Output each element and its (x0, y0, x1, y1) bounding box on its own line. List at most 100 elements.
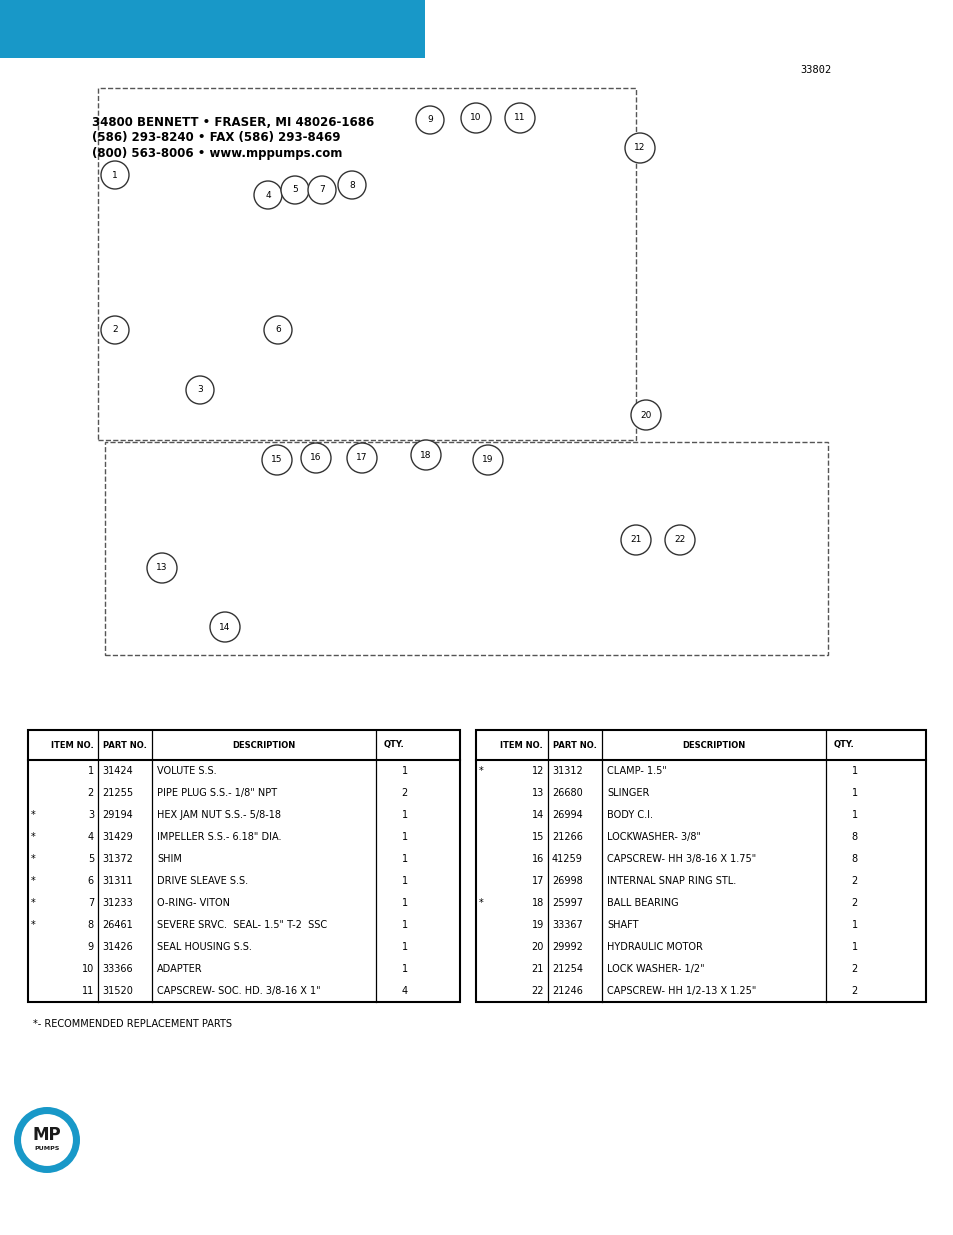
Text: 6: 6 (88, 876, 94, 885)
Text: BODY C.I.: BODY C.I. (606, 810, 652, 820)
Circle shape (411, 440, 440, 471)
Text: 8: 8 (851, 853, 857, 864)
Text: 1: 1 (851, 766, 857, 776)
Text: 3: 3 (197, 385, 203, 394)
Text: 5: 5 (292, 185, 297, 194)
Circle shape (416, 106, 443, 135)
Text: 1: 1 (401, 810, 408, 820)
Text: 1: 1 (88, 766, 94, 776)
Text: 1: 1 (112, 170, 118, 179)
Text: 1: 1 (851, 942, 857, 952)
Text: 15: 15 (271, 456, 282, 464)
Text: 21: 21 (630, 536, 641, 545)
Bar (98, 88, 636, 440)
Text: 15: 15 (531, 832, 543, 842)
Text: 3: 3 (88, 810, 94, 820)
Text: SEVERE SRVC.  SEAL- 1.5" T-2  SSC: SEVERE SRVC. SEAL- 1.5" T-2 SSC (157, 920, 327, 930)
Bar (476, 730, 925, 1002)
Text: 7: 7 (88, 898, 94, 908)
Text: 9: 9 (88, 942, 94, 952)
Text: *: * (30, 920, 35, 930)
Circle shape (186, 375, 213, 404)
Text: SHIM: SHIM (157, 853, 182, 864)
Text: DRIVE SLEAVE S.S.: DRIVE SLEAVE S.S. (157, 876, 248, 885)
Text: 8: 8 (88, 920, 94, 930)
Text: 17: 17 (355, 453, 367, 462)
Text: INTERNAL SNAP RING STL.: INTERNAL SNAP RING STL. (606, 876, 736, 885)
Text: PART NO.: PART NO. (103, 741, 147, 750)
Text: CLAMP- 1.5": CLAMP- 1.5" (606, 766, 666, 776)
Text: 1: 1 (401, 876, 408, 885)
Text: 2: 2 (851, 986, 857, 995)
Text: 1: 1 (401, 832, 408, 842)
Text: 13: 13 (156, 563, 168, 573)
Text: DESCRIPTION: DESCRIPTION (233, 741, 295, 750)
Text: CAPSCREW- SOC. HD. 3/8-16 X 1": CAPSCREW- SOC. HD. 3/8-16 X 1" (157, 986, 320, 995)
Text: 41259: 41259 (552, 853, 582, 864)
Text: 26680: 26680 (552, 788, 582, 798)
Text: HEX JAM NUT S.S.- 5/8-18: HEX JAM NUT S.S.- 5/8-18 (157, 810, 281, 820)
Text: 10: 10 (82, 965, 94, 974)
Text: ITEM NO.: ITEM NO. (51, 741, 93, 750)
Text: 31429: 31429 (102, 832, 132, 842)
Text: 16: 16 (310, 453, 321, 462)
Text: 1: 1 (401, 766, 408, 776)
Text: 2: 2 (851, 876, 857, 885)
Circle shape (210, 613, 240, 642)
Text: QTY.: QTY. (383, 741, 404, 750)
Text: SHAFT: SHAFT (606, 920, 638, 930)
Text: 8: 8 (349, 180, 355, 189)
Text: 31233: 31233 (102, 898, 132, 908)
Bar (28, 730, 459, 1002)
Text: LOCK WASHER- 1/2": LOCK WASHER- 1/2" (606, 965, 704, 974)
Text: 6: 6 (274, 326, 280, 335)
Text: BALL BEARING: BALL BEARING (606, 898, 678, 908)
Circle shape (147, 553, 177, 583)
Text: (586) 293-8240 • FAX (586) 293-8469: (586) 293-8240 • FAX (586) 293-8469 (91, 131, 340, 144)
Circle shape (664, 525, 695, 555)
Circle shape (101, 316, 129, 345)
Text: 2: 2 (851, 898, 857, 908)
Circle shape (262, 445, 292, 475)
Circle shape (301, 443, 331, 473)
Text: 10: 10 (470, 114, 481, 122)
Text: VOLUTE S.S.: VOLUTE S.S. (157, 766, 216, 776)
Circle shape (504, 103, 535, 133)
Text: *: * (30, 832, 35, 842)
Text: 1: 1 (851, 810, 857, 820)
Text: 2: 2 (88, 788, 94, 798)
Text: *: * (478, 898, 483, 908)
Text: 2: 2 (401, 788, 408, 798)
Text: 14: 14 (531, 810, 543, 820)
Text: 4: 4 (401, 986, 408, 995)
Text: 31520: 31520 (102, 986, 132, 995)
Text: *: * (30, 810, 35, 820)
Circle shape (20, 1113, 74, 1167)
Text: 21255: 21255 (102, 788, 133, 798)
Text: 7: 7 (319, 185, 325, 194)
Text: LOCKWASHER- 3/8": LOCKWASHER- 3/8" (606, 832, 700, 842)
Text: 16: 16 (531, 853, 543, 864)
Text: *: * (30, 876, 35, 885)
Text: 12: 12 (634, 143, 645, 152)
Circle shape (347, 443, 376, 473)
Circle shape (253, 182, 282, 209)
Text: *: * (30, 853, 35, 864)
Text: 1: 1 (401, 853, 408, 864)
Text: 1: 1 (401, 920, 408, 930)
Text: 31372: 31372 (102, 853, 132, 864)
Text: CAPSCREW- HH 3/8-16 X 1.75": CAPSCREW- HH 3/8-16 X 1.75" (606, 853, 756, 864)
Text: 20: 20 (531, 942, 543, 952)
Text: 11: 11 (514, 114, 525, 122)
Text: O-RING- VITON: O-RING- VITON (157, 898, 230, 908)
Text: ITEM NO.: ITEM NO. (499, 741, 542, 750)
Text: *- RECOMMENDED REPLACEMENT PARTS: *- RECOMMENDED REPLACEMENT PARTS (33, 1019, 232, 1029)
Text: 12: 12 (531, 766, 543, 776)
Text: 4: 4 (88, 832, 94, 842)
Text: 21254: 21254 (552, 965, 582, 974)
Text: 8: 8 (851, 832, 857, 842)
Text: 21266: 21266 (552, 832, 582, 842)
Text: 22: 22 (674, 536, 685, 545)
Text: 1: 1 (401, 942, 408, 952)
Circle shape (624, 133, 655, 163)
